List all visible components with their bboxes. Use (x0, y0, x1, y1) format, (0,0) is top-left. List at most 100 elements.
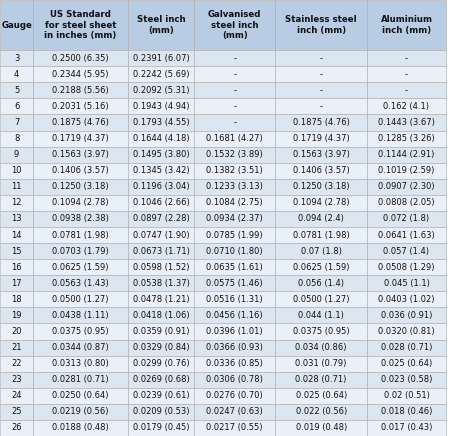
Bar (0, 50, 33, 66)
Bar (0, 404, 33, 420)
Text: 20: 20 (11, 327, 22, 336)
Text: 0.1793 (4.55): 0.1793 (4.55) (133, 118, 190, 127)
Text: 0.0478 (1.21): 0.0478 (1.21) (133, 295, 190, 304)
Bar (0, 371, 33, 388)
Text: 0.094 (2.4): 0.094 (2.4) (298, 215, 344, 224)
Text: -: - (233, 70, 236, 79)
Text: 0.0747 (1.90): 0.0747 (1.90) (133, 231, 190, 239)
Text: 0.0247 (0.63): 0.0247 (0.63) (206, 407, 263, 416)
Text: 0.0269 (0.68): 0.0269 (0.68) (133, 375, 190, 384)
Text: 0.0418 (1.06): 0.0418 (1.06) (133, 311, 190, 320)
Bar (194, 114, 275, 130)
Bar (194, 179, 275, 195)
Bar (0, 340, 33, 356)
Bar (33, 82, 128, 99)
Text: 0.0508 (1.29): 0.0508 (1.29) (378, 262, 435, 272)
Bar (367, 211, 446, 227)
Text: 0.1406 (3.57): 0.1406 (3.57) (293, 166, 349, 175)
Bar (0, 227, 33, 243)
Text: 0.028 (0.71): 0.028 (0.71) (381, 343, 432, 352)
Bar (128, 211, 194, 227)
Text: 0.2242 (5.69): 0.2242 (5.69) (133, 70, 190, 79)
Bar (0, 114, 33, 130)
Text: 0.2500 (6.35): 0.2500 (6.35) (52, 54, 109, 63)
Text: 0.1196 (3.04): 0.1196 (3.04) (133, 182, 190, 191)
Text: 0.0575 (1.46): 0.0575 (1.46) (206, 279, 263, 288)
Bar (194, 340, 275, 356)
Text: 0.0281 (0.71): 0.0281 (0.71) (52, 375, 109, 384)
Bar (367, 404, 446, 420)
Bar (275, 275, 367, 291)
Bar (33, 114, 128, 130)
Text: 0.0538 (1.37): 0.0538 (1.37) (133, 279, 190, 288)
Bar (0, 356, 33, 371)
Text: 0.1563 (3.97): 0.1563 (3.97) (52, 150, 109, 159)
Bar (33, 356, 128, 371)
Bar (194, 291, 275, 307)
Text: -: - (319, 86, 323, 95)
Text: 0.0188 (0.48): 0.0188 (0.48) (52, 423, 109, 433)
Bar (367, 291, 446, 307)
Bar (194, 259, 275, 275)
Bar (0, 307, 33, 324)
Text: 0.072 (1.8): 0.072 (1.8) (383, 215, 429, 224)
Text: 0.044 (1.1): 0.044 (1.1) (298, 311, 344, 320)
Text: -: - (233, 102, 236, 111)
Bar (275, 0, 367, 50)
Text: 0.025 (0.64): 0.025 (0.64) (295, 391, 347, 400)
Bar (33, 243, 128, 259)
Bar (367, 195, 446, 211)
Text: 0.1144 (2.91): 0.1144 (2.91) (378, 150, 435, 159)
Text: -: - (405, 54, 408, 63)
Text: 0.2344 (5.95): 0.2344 (5.95) (52, 70, 109, 79)
Bar (0, 130, 33, 146)
Text: 0.018 (0.46): 0.018 (0.46) (381, 407, 432, 416)
Text: 0.1563 (3.97): 0.1563 (3.97) (293, 150, 349, 159)
Text: 7: 7 (14, 118, 19, 127)
Bar (33, 307, 128, 324)
Bar (275, 114, 367, 130)
Text: 0.1532 (3.89): 0.1532 (3.89) (206, 150, 263, 159)
Bar (367, 82, 446, 99)
Bar (128, 340, 194, 356)
Bar (275, 291, 367, 307)
Bar (194, 388, 275, 404)
Bar (0, 259, 33, 275)
Bar (367, 340, 446, 356)
Bar (128, 388, 194, 404)
Text: 25: 25 (11, 407, 22, 416)
Bar (128, 259, 194, 275)
Bar (33, 130, 128, 146)
Bar (367, 130, 446, 146)
Bar (194, 82, 275, 99)
Text: -: - (233, 54, 236, 63)
Bar (33, 211, 128, 227)
Bar (194, 243, 275, 259)
Bar (275, 82, 367, 99)
Text: 6: 6 (14, 102, 19, 111)
Text: 0.056 (1.4): 0.056 (1.4) (298, 279, 344, 288)
Text: 0.0516 (1.31): 0.0516 (1.31) (206, 295, 263, 304)
Bar (0, 163, 33, 179)
Text: 0.0209 (0.53): 0.0209 (0.53) (133, 407, 190, 416)
Text: 0.0785 (1.99): 0.0785 (1.99) (206, 231, 263, 239)
Text: 0.045 (1.1): 0.045 (1.1) (383, 279, 429, 288)
Bar (33, 146, 128, 163)
Text: Steel inch
(mm): Steel inch (mm) (137, 15, 185, 35)
Text: 0.0781 (1.98): 0.0781 (1.98) (293, 231, 349, 239)
Bar (0, 243, 33, 259)
Text: 0.0250 (0.64): 0.0250 (0.64) (52, 391, 109, 400)
Bar (33, 291, 128, 307)
Bar (33, 404, 128, 420)
Text: 0.1719 (4.37): 0.1719 (4.37) (293, 134, 349, 143)
Text: 26: 26 (11, 423, 22, 433)
Bar (128, 291, 194, 307)
Text: 0.034 (0.86): 0.034 (0.86) (295, 343, 347, 352)
Text: 0.0239 (0.61): 0.0239 (0.61) (133, 391, 190, 400)
Text: 0.162 (4.1): 0.162 (4.1) (383, 102, 429, 111)
Text: Galvanised
steel inch
(mm): Galvanised steel inch (mm) (208, 10, 261, 40)
Text: 0.0329 (0.84): 0.0329 (0.84) (133, 343, 190, 352)
Text: 0.057 (1.4): 0.057 (1.4) (383, 247, 429, 255)
Text: 0.1644 (4.18): 0.1644 (4.18) (133, 134, 190, 143)
Bar (367, 227, 446, 243)
